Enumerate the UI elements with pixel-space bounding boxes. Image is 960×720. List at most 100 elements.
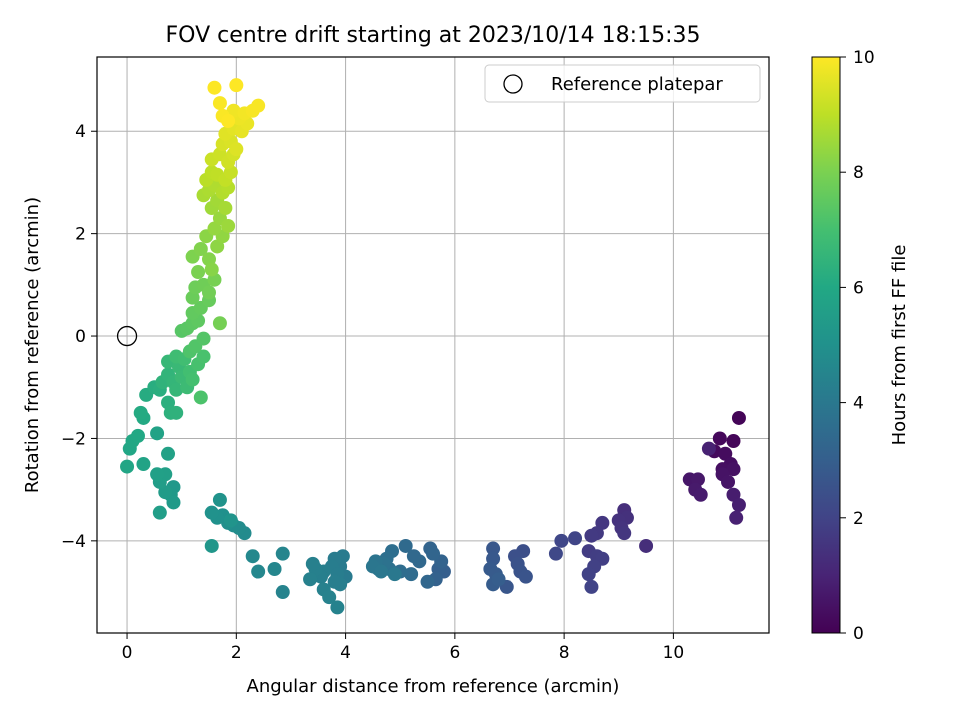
- data-point: [207, 80, 222, 95]
- x-tick-label: 2: [231, 643, 242, 663]
- data-point: [581, 567, 596, 582]
- data-point: [245, 549, 260, 564]
- data-point: [327, 574, 342, 589]
- data-point: [166, 495, 181, 510]
- x-tick-label: 6: [449, 643, 460, 663]
- data-point: [152, 505, 167, 520]
- data-point: [548, 546, 563, 561]
- data-point: [491, 572, 506, 587]
- legend-entry-reference-platepar: Reference platepar: [551, 74, 723, 95]
- data-point: [221, 218, 236, 233]
- data-point: [729, 510, 744, 525]
- data-point: [404, 567, 419, 582]
- reference-platepar-marker: [116, 325, 138, 347]
- colorbar-tick-label: 6: [853, 278, 864, 298]
- data-point: [193, 242, 208, 256]
- data-point: [693, 487, 708, 502]
- data-point: [130, 428, 145, 443]
- data-point: [150, 467, 165, 482]
- data-point: [202, 285, 216, 300]
- y-tick-label: 2: [75, 225, 86, 245]
- x-tick-label: 0: [122, 643, 133, 663]
- data-point: [212, 96, 227, 111]
- data-point: [486, 541, 501, 556]
- data-point: [210, 239, 225, 254]
- data-point: [398, 538, 413, 553]
- data-point: [322, 590, 337, 605]
- data-point: [223, 513, 238, 528]
- x-tick-label: 4: [340, 643, 351, 663]
- data-point: [718, 446, 733, 461]
- legend: Reference platepar: [484, 64, 761, 103]
- data-point: [204, 505, 219, 520]
- data-point: [584, 579, 599, 594]
- data-point: [207, 221, 222, 236]
- plot-frame: [96, 56, 770, 634]
- data-point: [374, 564, 389, 579]
- data-point: [133, 405, 148, 420]
- data-point: [196, 349, 211, 364]
- data-point: [136, 457, 151, 472]
- data-point: [554, 533, 569, 548]
- x-axis-label: Angular distance from reference (arcmin): [247, 676, 620, 697]
- y-tick-label: 0: [75, 327, 86, 347]
- data-point: [305, 556, 320, 571]
- data-point: [212, 316, 227, 331]
- data-point: [251, 564, 266, 579]
- data-point: [275, 546, 290, 561]
- colorbar-gradient: [811, 56, 841, 634]
- data-point: [420, 574, 435, 589]
- data-point: [185, 372, 200, 387]
- y-axis-label: Rotation from reference (arcmin): [22, 197, 43, 493]
- legend-box: [484, 64, 761, 103]
- data-point: [568, 531, 583, 546]
- legend-reference-marker: [503, 74, 523, 94]
- data-point: [595, 515, 610, 530]
- data-point: [712, 431, 727, 446]
- data-point: [721, 474, 736, 489]
- data-point: [426, 546, 440, 561]
- data-point: [726, 487, 741, 502]
- data-point: [193, 390, 208, 405]
- data-point: [150, 426, 165, 441]
- data-point: [229, 78, 244, 93]
- data-point: [584, 528, 599, 543]
- data-point: [387, 567, 402, 582]
- data-point: [267, 562, 282, 576]
- data-point: [330, 600, 345, 615]
- data-point: [303, 572, 318, 587]
- colorbar-label: Hours from first FF file: [889, 245, 910, 446]
- data-point: [226, 103, 241, 118]
- data-point: [158, 485, 173, 500]
- data-point: [251, 98, 266, 113]
- data-point: [196, 331, 211, 346]
- axis-ticks: 0 2 4 6 8 10 −4 −2 0 2 4: [61, 122, 684, 663]
- data-point: [617, 526, 632, 541]
- colorbar: 0 2 4 6 8 10 Hours from first FF file: [811, 48, 910, 644]
- data-point: [639, 538, 654, 553]
- reference-marker: [116, 325, 138, 347]
- colorbar-tick-label: 8: [853, 163, 864, 183]
- data-point: [204, 538, 219, 553]
- data-point: [221, 114, 236, 128]
- colorbar-tick-label: 10: [853, 48, 875, 68]
- x-tick-label: 10: [663, 643, 685, 663]
- colorbar-ticks: 0 2 4 6 8 10: [840, 48, 875, 644]
- x-tick-label: 8: [559, 643, 570, 663]
- data-point: [191, 265, 206, 280]
- data-point: [406, 549, 421, 564]
- data-point: [218, 201, 233, 216]
- y-tick-label: 4: [75, 122, 86, 142]
- y-tick-label: −2: [61, 429, 86, 449]
- data-point: [212, 492, 227, 507]
- data-point: [161, 446, 176, 461]
- data-point: [731, 410, 746, 425]
- data-point: [726, 434, 741, 448]
- data-point: [204, 262, 219, 277]
- chart-title: FOV centre drift starting at 2023/10/14 …: [166, 23, 701, 48]
- data-point: [731, 498, 746, 512]
- data-point: [726, 462, 741, 477]
- data-point: [275, 585, 290, 600]
- y-tick-label: −4: [61, 532, 86, 552]
